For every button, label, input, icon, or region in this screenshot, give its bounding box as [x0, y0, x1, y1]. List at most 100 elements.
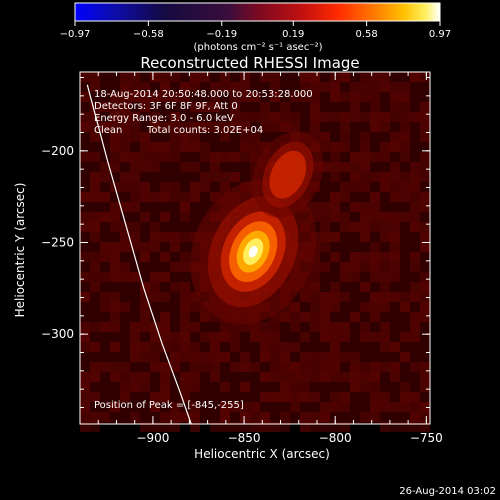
image-pixel	[330, 362, 340, 372]
image-pixel	[400, 292, 410, 302]
image-pixel	[350, 352, 360, 362]
image-pixel	[80, 122, 90, 132]
image-pixel	[410, 422, 420, 432]
image-pixel	[360, 262, 370, 272]
image-pixel	[210, 422, 220, 432]
image-pixel	[120, 362, 130, 372]
image-pixel	[180, 372, 190, 382]
colorbar-ticks: −0.97 −0.58 −0.19 0.19 0.58 0.97	[60, 21, 451, 40]
image-pixel	[290, 312, 300, 322]
image-pixel	[250, 152, 260, 162]
image-pixel	[100, 192, 110, 202]
image-pixel	[220, 422, 230, 432]
image-pixel	[310, 422, 320, 432]
image-pixel	[150, 112, 160, 122]
image-pixel	[310, 122, 320, 132]
image-pixel	[380, 112, 390, 122]
annotation-peak-position: Position of Peak = [-845,-255]	[94, 400, 244, 411]
image-pixel	[90, 392, 100, 402]
annotation-detectors: Detectors: 3F 6F 8F 9F, Att 0	[94, 101, 238, 112]
image-pixel	[220, 72, 230, 82]
image-pixel	[320, 322, 330, 332]
image-pixel	[210, 92, 220, 102]
image-pixel	[160, 272, 170, 282]
image-pixel	[260, 102, 270, 112]
image-pixel	[160, 212, 170, 222]
image-pixel	[180, 132, 190, 142]
image-pixel	[410, 322, 420, 332]
image-pixel	[140, 322, 150, 332]
image-pixel	[390, 192, 400, 202]
image-pixel	[140, 182, 150, 192]
image-pixel	[240, 142, 250, 152]
image-pixel	[140, 102, 150, 112]
image-pixel	[270, 112, 280, 122]
image-pixel	[390, 292, 400, 302]
image-pixel	[150, 222, 160, 232]
image-pixel	[260, 342, 270, 352]
image-pixel	[420, 272, 430, 282]
image-pixel	[280, 412, 290, 422]
image-pixel	[180, 292, 190, 302]
image-pixel	[140, 352, 150, 362]
image-pixel	[120, 82, 130, 92]
image-pixel	[300, 412, 310, 422]
image-pixel	[360, 282, 370, 292]
image-pixel	[150, 392, 160, 402]
image-pixel	[210, 162, 220, 172]
image-pixel	[80, 402, 90, 412]
image-pixel	[160, 382, 170, 392]
image-pixel	[300, 352, 310, 362]
image-pixel	[410, 192, 420, 202]
image-pixel	[100, 302, 110, 312]
image-pixel	[420, 382, 430, 392]
image-pixel	[190, 362, 200, 372]
image-pixel	[410, 282, 420, 292]
image-pixel	[170, 152, 180, 162]
image-pixel	[330, 322, 340, 332]
image-pixel	[190, 142, 200, 152]
image-pixel	[130, 222, 140, 232]
image-pixel	[190, 162, 200, 172]
image-pixel	[310, 262, 320, 272]
image-pixel	[130, 72, 140, 82]
emission-sources	[190, 131, 324, 325]
image-pixel	[90, 72, 100, 82]
image-pixel	[150, 122, 160, 132]
image-pixel	[420, 72, 430, 82]
solar-limb-curve	[86, 84, 192, 425]
image-pixel	[170, 122, 180, 132]
emission-source-2	[269, 150, 307, 199]
image-pixel	[280, 422, 290, 432]
image-pixel	[360, 112, 370, 122]
image-pixel	[90, 252, 100, 262]
image-pixel	[370, 292, 380, 302]
image-pixel	[130, 92, 140, 102]
image-pixel	[320, 162, 330, 172]
image-pixel	[130, 182, 140, 192]
image-pixel	[100, 272, 110, 282]
image-pixel	[240, 402, 250, 412]
image-pixel	[370, 332, 380, 342]
image-pixel	[340, 422, 350, 432]
image-pixel	[420, 242, 430, 252]
image-pixel	[230, 152, 240, 162]
image-pixel	[100, 162, 110, 172]
image-pixel	[370, 152, 380, 162]
image-pixel	[420, 312, 430, 322]
image-pixel	[330, 282, 340, 292]
image-pixel	[340, 292, 350, 302]
image-pixel	[130, 132, 140, 142]
image-pixel	[160, 252, 170, 262]
image-pixel	[280, 122, 290, 132]
image-pixel	[160, 322, 170, 332]
image-pixel	[370, 392, 380, 402]
image-pixel	[150, 322, 160, 332]
image-pixel	[110, 122, 120, 132]
image-pixel	[170, 192, 180, 202]
image-pixel	[270, 322, 280, 332]
image-pixel	[420, 222, 430, 232]
image-pixel	[200, 312, 210, 322]
image-pixel	[380, 72, 390, 82]
image-pixel	[400, 382, 410, 392]
